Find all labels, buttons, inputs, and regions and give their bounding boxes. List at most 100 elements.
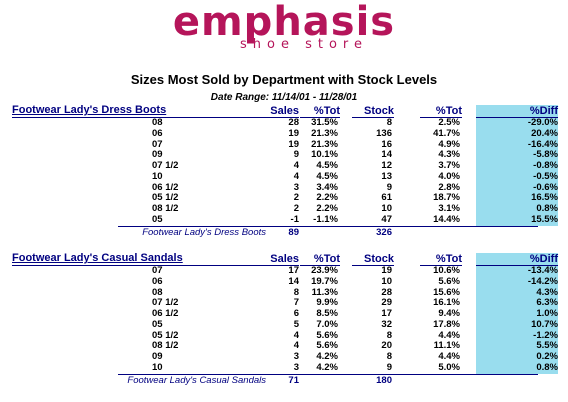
size-cell: 07 1/2	[152, 160, 179, 171]
total-sales: 71	[288, 374, 299, 386]
total-rule	[118, 373, 538, 375]
sales-cell: 3	[293, 181, 299, 193]
sales-cell: 2	[293, 203, 299, 214]
diff-cell: 16.5%	[476, 192, 558, 204]
size-cell: 06 1/2	[152, 181, 179, 193]
pct-cell: 11.3%	[311, 286, 338, 298]
table-row: 09 9 10.1% 14 4.3% -5.8%	[0, 149, 568, 161]
stock-pct-cell: 3.1%	[438, 203, 460, 214]
col-header-sales: Sales	[268, 105, 299, 118]
col-header-pct-tot: %Tot	[300, 105, 340, 118]
stock-cell: 19	[381, 265, 392, 276]
pct-cell: 19.7%	[311, 275, 338, 287]
size-cell: 07	[152, 265, 163, 276]
pct-cell: -1.1%	[313, 213, 338, 225]
table-row: 07 1/2 4 4.5% 12 3.7% -0.8%	[0, 160, 568, 172]
size-cell: 06	[152, 275, 163, 287]
diff-cell: -13.4%	[476, 265, 558, 277]
stock-cell: 47	[381, 213, 392, 225]
table-row: 09 3 4.2% 8 4.4% 0.2%	[0, 351, 568, 363]
stock-pct-cell: 4.4%	[438, 329, 460, 341]
sales-cell: -1	[290, 213, 299, 225]
stock-cell: 16	[381, 138, 392, 150]
col-header-stock-pct: %Tot	[420, 253, 462, 266]
pct-cell: 31.5%	[311, 117, 338, 128]
diff-cell: -16.4%	[476, 139, 558, 151]
logo-tagline: shoe store	[240, 37, 368, 52]
total-stock: 180	[376, 374, 392, 386]
section-dress-boots: Footwear Lady's Dress Boots Sales %Tot Stoc…	[0, 104, 568, 238]
sales-cell: 3	[293, 351, 299, 362]
section-casual-sandals: Footwear Lady's Casual Sandals Sales %Tot S…	[0, 252, 568, 386]
pct-cell: 4.2%	[316, 361, 338, 373]
sales-cell: 9	[293, 149, 299, 161]
pct-cell: 2.2%	[316, 203, 338, 214]
sales-cell: 19	[288, 127, 299, 139]
pct-cell: 5.6%	[316, 340, 338, 352]
size-cell: 05 1/2	[152, 192, 179, 204]
table-row: 06 14 19.7% 10 5.6% -14.2%	[0, 275, 568, 288]
stock-pct-cell: 2.5%	[438, 117, 460, 128]
table-row: 05 1/2 4 5.6% 8 4.4% -1.2%	[0, 329, 568, 342]
stock-pct-cell: 4.9%	[438, 138, 460, 150]
stock-cell: 136	[376, 127, 392, 139]
size-cell: 10	[152, 170, 163, 182]
sales-cell: 14	[288, 275, 299, 287]
sales-cell: 7	[293, 297, 299, 309]
sales-cell: 4	[293, 340, 299, 352]
pct-cell: 21.3%	[311, 138, 338, 150]
stock-cell: 32	[381, 318, 392, 330]
diff-cell: 10.7%	[476, 319, 558, 331]
stock-pct-cell: 9.4%	[438, 308, 460, 319]
stock-cell: 8	[386, 117, 392, 128]
pct-cell: 7.0%	[316, 318, 338, 330]
pct-cell: 4.2%	[316, 351, 338, 362]
pct-cell: 21.3%	[311, 127, 338, 139]
size-cell: 07 1/2	[152, 297, 179, 309]
pct-cell: 9.9%	[316, 297, 338, 309]
stock-pct-cell: 15.6%	[433, 286, 460, 298]
size-cell: 08 1/2	[152, 203, 179, 214]
sales-cell: 8	[293, 286, 299, 298]
total-row: Footwear Lady's Casual Sandals 71 180	[0, 373, 568, 386]
size-cell: 09	[152, 149, 163, 161]
col-header-stock: Stock	[352, 253, 394, 266]
stock-cell: 13	[381, 170, 392, 182]
report-title: Sizes Most Sold by Department with Stock…	[130, 72, 438, 87]
sales-cell: 28	[288, 117, 299, 128]
col-header-diff: %Diff	[476, 253, 558, 266]
diff-cell: -14.2%	[476, 276, 558, 288]
pct-cell: 8.5%	[316, 308, 338, 319]
pct-cell: 3.4%	[316, 181, 338, 193]
table-row: 07 1/2 7 9.9% 29 16.1% 6.3%	[0, 297, 568, 309]
stock-cell: 10	[381, 203, 392, 214]
table-row: 08 28 31.5% 8 2.5% -29.0%	[0, 117, 568, 129]
sales-cell: 3	[293, 361, 299, 373]
diff-cell: 20.4%	[476, 128, 558, 140]
stock-cell: 29	[381, 297, 392, 309]
stock-cell: 12	[381, 160, 392, 171]
pct-cell: 23.9%	[311, 265, 338, 276]
section-header: Footwear Lady's Dress Boots Sales %Tot Stoc…	[0, 104, 568, 118]
table-row: 08 8 11.3% 28 15.6% 4.3%	[0, 286, 568, 299]
department-name: Footwear Lady's Dress Boots	[12, 104, 167, 116]
department-name: Footwear Lady's Casual Sandals	[12, 252, 183, 264]
stock-pct-cell: 5.0%	[438, 361, 460, 373]
sales-cell: 2	[293, 192, 299, 204]
diff-cell: -0.5%	[476, 171, 558, 183]
table-row: 05 -1 -1.1% 47 14.4% 15.5%	[0, 213, 568, 226]
diff-cell: 0.8%	[476, 203, 558, 215]
col-header-stock-pct: %Tot	[420, 105, 462, 118]
col-header-stock: Stock	[352, 105, 394, 118]
pct-cell: 4.5%	[316, 160, 338, 171]
total-row: Footwear Lady's Dress Boots 89 326	[0, 225, 568, 238]
stock-cell: 8	[386, 329, 392, 341]
total-sales: 89	[288, 226, 299, 238]
logo-wordmark: emphasis	[172, 0, 396, 45]
diff-cell: -0.8%	[476, 160, 558, 172]
size-cell: 05	[152, 318, 163, 330]
stock-pct-cell: 4.4%	[438, 351, 460, 362]
diff-cell: 5.5%	[476, 340, 558, 352]
table-row: 10 3 4.2% 9 5.0% 0.8%	[0, 361, 568, 374]
size-cell: 06	[152, 127, 163, 139]
